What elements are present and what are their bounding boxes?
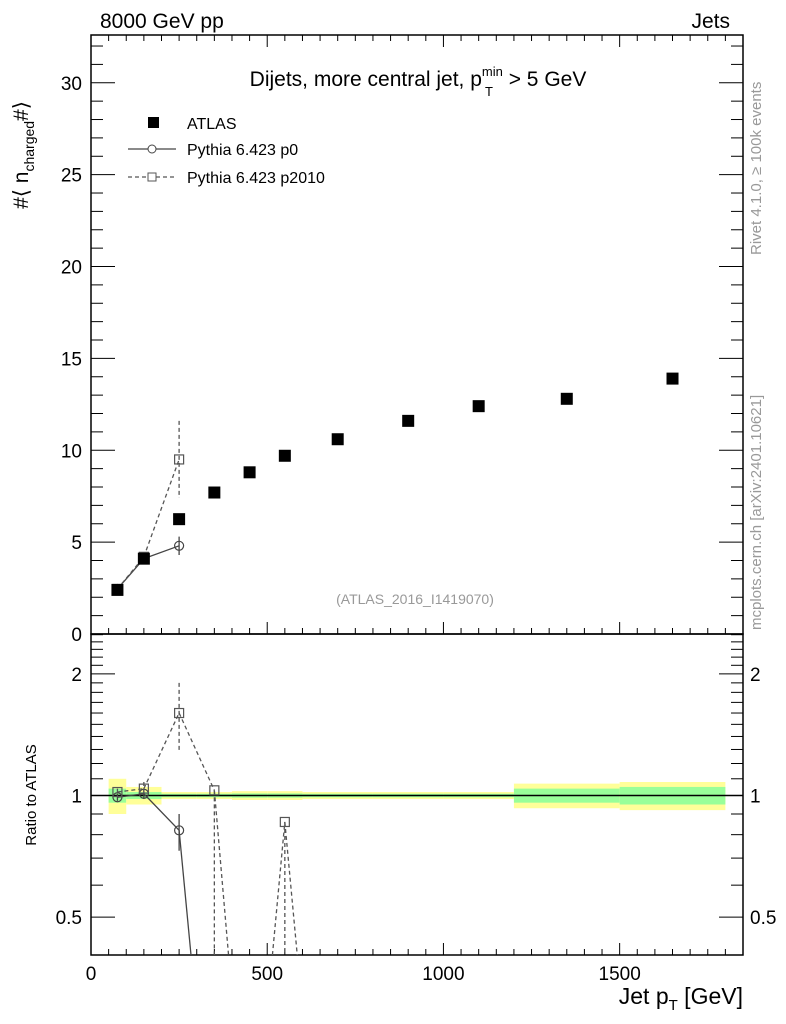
legend: ATLAS Pythia 6.423 p0 Pythia 6.423 p2010 (128, 116, 325, 187)
main-atlas-point (472, 400, 485, 413)
xlabel-post: [GeV] (678, 983, 743, 1009)
main-atlas-point (243, 466, 256, 479)
xlabel-pre: Jet p (619, 983, 669, 1009)
main-y-tick-label: 15 (61, 349, 82, 370)
main-y-tick-label: 10 (61, 441, 82, 462)
ratio-p0-line-segment (143, 793, 180, 831)
ratio-y-tick-label-right: 1 (750, 787, 761, 808)
ylabel-post: #⟩ (10, 101, 33, 121)
ratio-plot: 0 500 1000 1500 0.5 0.5 1 1 2 2 (56, 633, 776, 985)
watermark: (ATLAS_2016_I1419070) (336, 591, 494, 607)
ratio-frame (90, 633, 744, 956)
legend-atlas-marker (148, 117, 159, 128)
main-atlas-point (331, 433, 344, 446)
main-atlas-point (137, 552, 150, 565)
ratio-p2010-line-segment (178, 712, 215, 791)
title-sup: min (482, 64, 503, 79)
ratio-y-tick-label-right: 0.5 (750, 908, 776, 929)
rivet-label: Rivet 4.1.0, ≥ 100k events (748, 82, 765, 255)
title-sub: T (485, 84, 493, 99)
main-atlas-point (402, 414, 415, 427)
ratio-p0-point (174, 825, 185, 836)
legend-atlas-label: ATLAS (187, 116, 237, 133)
legend-p0-marker (147, 144, 157, 154)
ratio-p2010-point (279, 816, 290, 828)
main-atlas-point (278, 449, 291, 462)
main-atlas-point (208, 486, 221, 499)
x-tick-label: 1500 (599, 964, 641, 985)
xlabel-sub: T (669, 997, 678, 1014)
main-y-tick-label: 25 (61, 166, 82, 187)
ratio-xlabel: Jet pT [GeV] (619, 983, 743, 1014)
ylabel-sub: charged (21, 121, 37, 172)
legend-p2010-marker (147, 172, 157, 182)
legend-p2010-label: Pythia 6.423 p2010 (187, 170, 325, 187)
main-plot: 0 5 10 15 20 25 30 (61, 34, 744, 646)
ratio-p2010-point (209, 785, 220, 796)
ratio-p2010-line-segment (284, 821, 298, 956)
ratio-p2010-point (138, 783, 149, 794)
ratio-p0-line-segment (178, 830, 192, 956)
ratio-y-tick-label: 0.5 (56, 908, 82, 929)
main-title: Dijets, more central jet, pmin > 5 GeV (250, 64, 587, 91)
ratio-y-tick-label: 2 (71, 665, 82, 686)
ratio-p2010-line-segment (213, 790, 230, 956)
main-y-tick-label: 5 (71, 533, 82, 554)
legend-p0-label: Pythia 6.423 p0 (187, 142, 298, 159)
main-ylabel: #⟨ ncharged#⟩ (10, 101, 37, 209)
ratio-series (112, 682, 298, 956)
main-y-tick-label: 0 (71, 625, 82, 646)
main-atlas-point (560, 392, 573, 405)
ratio-p2010-point (112, 786, 123, 798)
main-atlas-point (666, 372, 679, 385)
x-tick-label: 500 (251, 964, 283, 985)
ratio-p2010-point (174, 707, 185, 719)
ratio-p2010-line-segment (271, 821, 286, 956)
title-tail: > 5 GeV (503, 68, 586, 91)
title-main: Dijets, more central jet, p (250, 68, 482, 91)
header-left: 8000 GeV pp (100, 10, 224, 33)
ratio-p0-point (112, 792, 123, 803)
main-p2010-point (174, 454, 185, 465)
ratio-y-tick-label: 1 (71, 787, 82, 808)
main-y-tick-label: 30 (61, 74, 82, 95)
main-p2010-line-segment (143, 459, 180, 558)
header-right: Jets (691, 10, 730, 33)
ylabel-pre: #⟨ n (10, 172, 33, 209)
main-atlas-point (111, 583, 124, 596)
main-p0-point (174, 540, 185, 551)
ratio-ylabel: Ratio to ATLAS (23, 744, 40, 845)
x-tick-label: 1000 (422, 964, 464, 985)
mcplots-label: mcplots.cern.ch [arXiv:2401.10621] (748, 395, 765, 630)
ratio-p2010-line-segment (143, 712, 180, 789)
x-tick-label: 0 (86, 964, 97, 985)
main-atlas-point (173, 513, 186, 526)
ratio-y-tick-label-right: 2 (750, 665, 761, 686)
main-y-tick-label: 20 (61, 258, 82, 279)
